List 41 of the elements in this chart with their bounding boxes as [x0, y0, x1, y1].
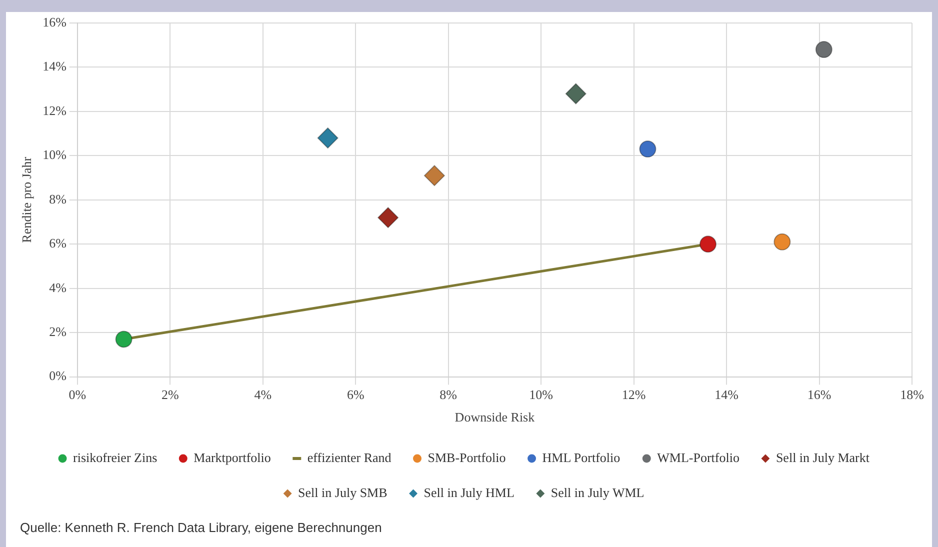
legend-label: Sell in July SMB [298, 484, 388, 500]
y-tick-label: 6% [49, 236, 67, 251]
x-axis-title: Downside Risk [454, 410, 536, 425]
legend-label: Sell in July HML [424, 484, 514, 500]
legend-label: Sell in July Markt [776, 450, 870, 465]
y-tick-label: 14% [42, 58, 67, 74]
source-note: Quelle: Kenneth R. French Data Library, eigene Berechnungen [20, 520, 382, 535]
x-tick-label: 6% [346, 387, 364, 402]
y-tick-label: 10% [42, 147, 67, 162]
y-tick-label: 12% [42, 102, 67, 118]
x-tick-label: 2% [161, 387, 179, 402]
point [699, 236, 716, 253]
legend-label: risikofreier Zins [73, 450, 158, 465]
legend-label: Sell in July WML [550, 484, 644, 500]
legend-label: SMB-Portfolio [428, 450, 506, 465]
point [115, 330, 132, 348]
point [378, 207, 399, 228]
point [774, 233, 791, 250]
x-tick-label: 0% [68, 387, 86, 402]
legend-label: HML Portfolio [542, 450, 620, 465]
point [639, 140, 656, 158]
legend-label: effizienter Rand [307, 450, 392, 465]
x-tick-label: 18% [900, 387, 924, 402]
y-tick-label: 16% [42, 14, 67, 30]
y-axis-title: Rendite pro Jahr [19, 156, 34, 243]
x-tick-label: 16% [807, 387, 832, 402]
point [565, 83, 586, 104]
y-tick-label: 4% [49, 280, 67, 295]
x-tick-label: 12% [622, 387, 646, 402]
point [424, 165, 445, 186]
legend-label: Marktportfolio [194, 450, 271, 465]
y-tick-label: 8% [49, 191, 67, 206]
x-tick-label: 8% [440, 387, 458, 402]
x-tick-label: 4% [254, 387, 272, 402]
y-tick-label: 2% [49, 324, 67, 339]
point [317, 127, 338, 148]
x-tick-label: 10% [529, 387, 554, 402]
legend-label: WML-Portfolio [657, 450, 740, 465]
x-tick-label: 14% [714, 387, 739, 402]
point [815, 41, 832, 58]
y-tick-label: 0% [49, 368, 67, 384]
